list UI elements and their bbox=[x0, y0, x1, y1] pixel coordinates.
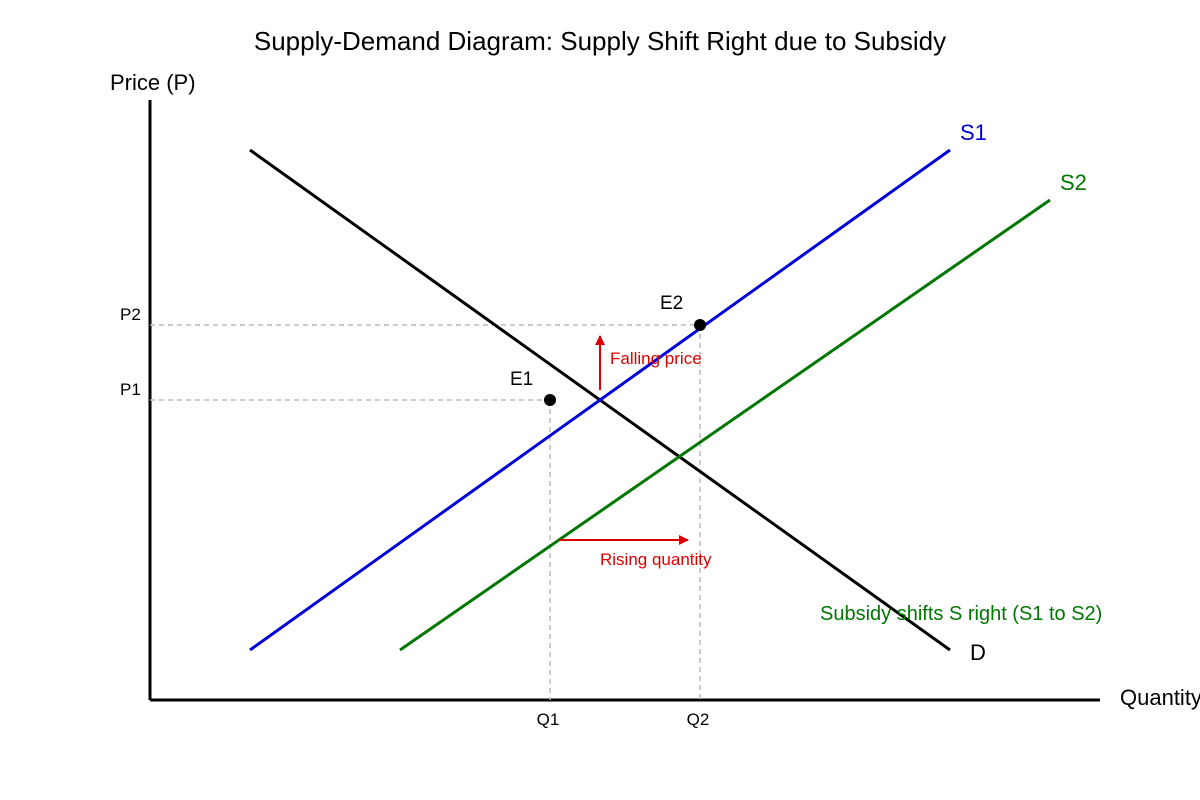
q2-tick-label: Q2 bbox=[687, 710, 710, 729]
supply-curve-s1-label: S1 bbox=[960, 120, 987, 145]
supply-curve-s1 bbox=[249, 148, 951, 652]
subsidy-shift-note: Subsidy shifts S right (S1 to S2) bbox=[820, 603, 1102, 625]
quantity-axis-label: Quantity bbox=[1120, 685, 1200, 710]
demand-curve-label: D bbox=[970, 640, 986, 665]
price-axis-label: Price (P) bbox=[110, 70, 196, 95]
quantity-change-label: Rising quantity bbox=[600, 550, 712, 569]
equilibrium-point-e1 bbox=[544, 394, 556, 406]
p1-tick-label: P1 bbox=[120, 380, 141, 399]
price-change-label: Falling price bbox=[610, 349, 702, 368]
equilibrium-point-e1-label: E1 bbox=[510, 369, 533, 390]
equilibrium-point-e2-label: E2 bbox=[660, 293, 683, 314]
p2-tick-label: P2 bbox=[120, 305, 141, 324]
q1-tick-label: Q1 bbox=[537, 710, 560, 729]
supply-curve-s2-label: S2 bbox=[1060, 170, 1087, 195]
equilibrium-point-e2 bbox=[694, 319, 706, 331]
supply-curve-s2 bbox=[399, 198, 1051, 652]
diagram-title: Supply-Demand Diagram: Supply Shift Righ… bbox=[254, 26, 946, 56]
